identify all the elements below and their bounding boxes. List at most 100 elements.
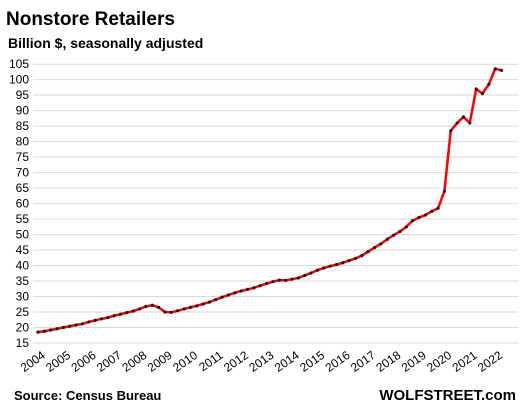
data-point [125, 311, 129, 315]
data-point [328, 264, 332, 268]
source-note: Source: Census Bureau [14, 388, 161, 403]
x-tick-label: 2004 [18, 348, 48, 375]
data-point [80, 322, 85, 326]
data-point [176, 309, 180, 313]
data-point [239, 289, 243, 293]
x-tick-label: 2019 [399, 348, 429, 375]
data-point [455, 121, 459, 125]
y-tick-label: 85 [16, 119, 30, 133]
data-point [169, 310, 173, 314]
x-tick-label: 2013 [246, 348, 276, 375]
data-point [245, 287, 250, 292]
data-point [309, 271, 313, 275]
data-point [404, 225, 408, 229]
y-tick-label: 75 [16, 150, 30, 164]
data-point [271, 280, 275, 284]
data-point [93, 318, 97, 322]
chart-subtitle: Billion $, seasonally adjusted [8, 35, 203, 51]
data-point [480, 92, 485, 96]
data-point [392, 233, 396, 237]
y-tick-label: 80 [16, 135, 30, 149]
chart-title: Nonstore Retailers [6, 9, 175, 30]
data-point [265, 281, 269, 286]
x-tick-label: 2018 [373, 348, 403, 375]
data-point [42, 329, 46, 333]
x-tick-label: 2007 [94, 348, 124, 375]
y-tick-label: 20 [16, 321, 30, 335]
data-point [68, 324, 72, 328]
data-point [201, 302, 205, 306]
data-point [360, 254, 364, 258]
data-point [188, 305, 192, 309]
data-point [61, 325, 65, 330]
y-tick-label: 65 [16, 181, 30, 195]
data-point [379, 242, 383, 246]
data-point [99, 317, 104, 321]
data-point [430, 209, 434, 213]
data-point [131, 309, 135, 313]
y-tick-label: 60 [16, 197, 30, 211]
data-point [468, 121, 472, 125]
y-tick-label: 30 [16, 290, 30, 304]
data-point [347, 258, 351, 263]
data-point [315, 268, 319, 272]
x-tick-label: 2011 [196, 348, 225, 374]
data-point [252, 286, 256, 290]
x-tick-label: 2020 [424, 348, 454, 375]
data-point [366, 250, 370, 254]
data-point [499, 68, 504, 72]
x-tick-label: 2016 [323, 348, 353, 375]
data-point [195, 304, 199, 308]
data-point [36, 330, 40, 334]
data-point [284, 278, 288, 283]
y-tick-label: 45 [16, 243, 30, 257]
x-tick-label: 2005 [43, 348, 73, 375]
data-point [226, 293, 231, 297]
data-point [163, 310, 167, 314]
y-tick-label: 40 [16, 259, 30, 273]
x-tick-label: 2022 [475, 348, 505, 375]
y-tick-label: 70 [16, 166, 30, 180]
data-point [74, 323, 78, 327]
data-point [372, 245, 377, 250]
y-tick-label: 55 [16, 212, 30, 226]
data-point [493, 67, 497, 71]
y-tick-label: 25 [16, 305, 30, 319]
data-point [277, 278, 281, 282]
data-point [49, 328, 53, 332]
data-point [112, 314, 116, 318]
data-point [353, 256, 358, 261]
x-tick-label: 2017 [348, 348, 378, 375]
data-point [55, 327, 59, 331]
watermark: WOLFSTREET.com [379, 387, 516, 404]
data-line [37, 67, 502, 334]
data-point [423, 213, 427, 217]
data-point [303, 273, 307, 278]
y-tick-label: 15 [16, 336, 30, 350]
x-tick-label: 2008 [119, 348, 149, 375]
y-tick-label: 100 [9, 73, 29, 87]
data-point [436, 206, 440, 210]
data-point [144, 304, 148, 309]
x-tick-label: 2021 [450, 348, 480, 375]
data-point [118, 312, 123, 316]
x-tick-label: 2015 [297, 348, 327, 375]
data-point [296, 276, 300, 280]
data-point [411, 219, 415, 223]
y-tick-label: 90 [16, 104, 30, 118]
data-point [385, 237, 389, 241]
data-point [334, 263, 339, 267]
data-point [138, 307, 142, 311]
data-point [157, 305, 161, 309]
y-tick-label: 50 [16, 228, 30, 242]
x-tick-label: 2006 [69, 348, 99, 375]
data-point [417, 215, 421, 220]
data-point [449, 129, 453, 133]
data-point [322, 266, 326, 270]
data-point [290, 277, 294, 281]
y-tick-label: 105 [9, 57, 29, 71]
data-point [398, 229, 402, 234]
data-point [182, 307, 186, 311]
x-tick-label: 2009 [145, 348, 175, 375]
